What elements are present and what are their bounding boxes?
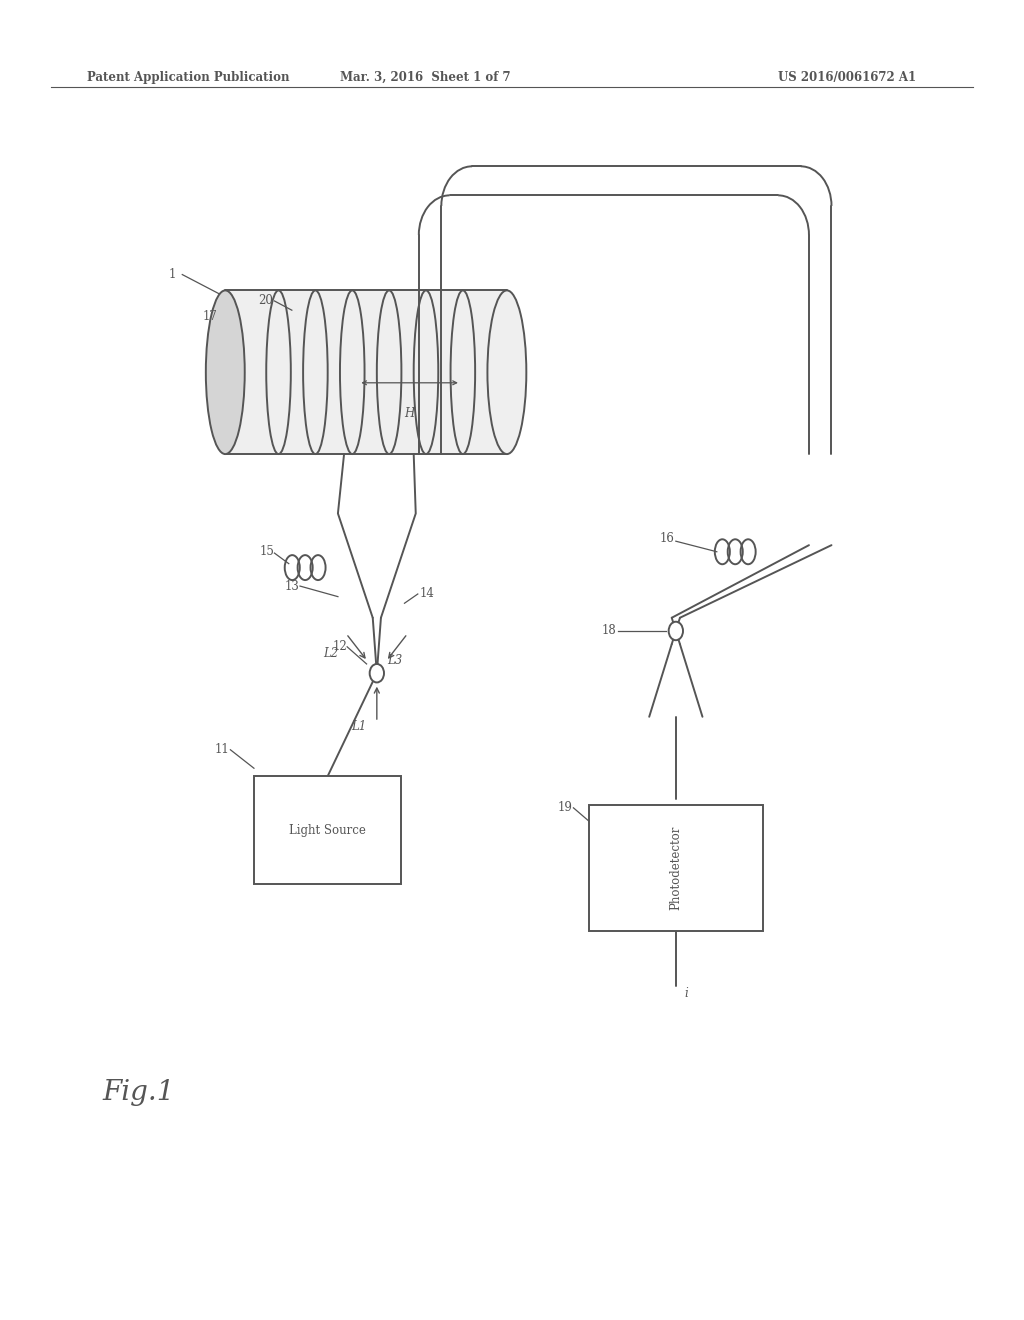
Ellipse shape (206, 290, 245, 454)
Text: US 2016/0061672 A1: US 2016/0061672 A1 (778, 71, 916, 84)
Circle shape (370, 664, 384, 682)
Text: Patent Application Publication: Patent Application Publication (87, 71, 290, 84)
Text: 12: 12 (333, 640, 347, 653)
Text: L2: L2 (324, 647, 339, 660)
Text: L3: L3 (387, 653, 402, 667)
Text: Photodetector: Photodetector (670, 826, 682, 909)
Text: 18: 18 (602, 624, 616, 638)
Text: 19: 19 (558, 801, 573, 814)
Text: 13: 13 (285, 579, 300, 593)
Text: i: i (684, 987, 688, 1001)
Text: 14: 14 (420, 587, 435, 601)
Text: 1: 1 (169, 268, 176, 281)
Bar (225, 290, 507, 454)
Text: Light Source: Light Source (289, 824, 367, 837)
Bar (254, 776, 401, 884)
Text: 16: 16 (659, 532, 675, 545)
Bar (589, 805, 763, 931)
Text: Fig.1: Fig.1 (102, 1080, 175, 1106)
Text: 11: 11 (215, 743, 229, 756)
Text: Mar. 3, 2016  Sheet 1 of 7: Mar. 3, 2016 Sheet 1 of 7 (340, 71, 510, 84)
Text: 15: 15 (260, 545, 275, 558)
Text: 20: 20 (258, 294, 273, 308)
Text: H: H (404, 407, 415, 420)
Text: 17: 17 (203, 310, 218, 323)
Circle shape (669, 622, 683, 640)
Text: L1: L1 (351, 719, 367, 733)
Ellipse shape (487, 290, 526, 454)
